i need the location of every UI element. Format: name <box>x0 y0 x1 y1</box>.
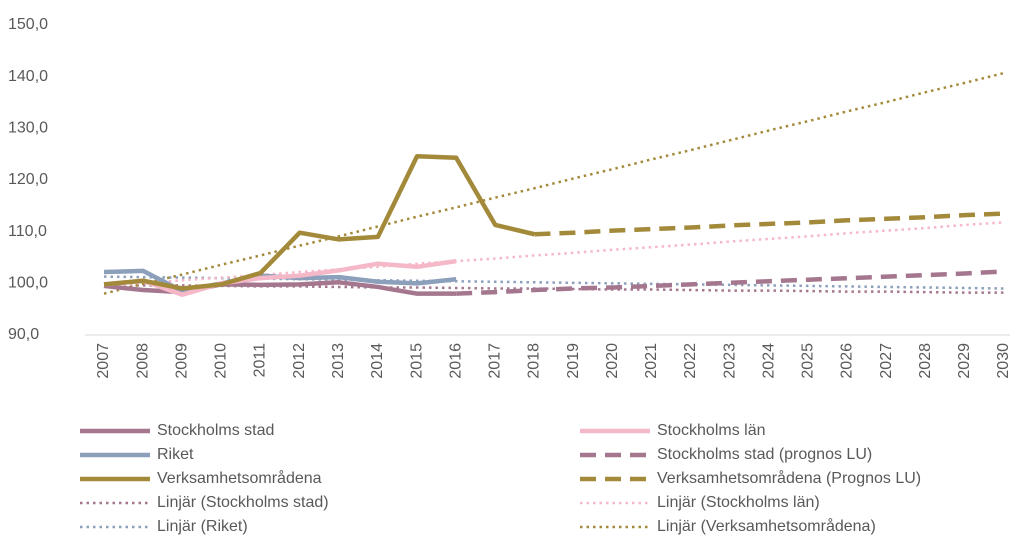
x-tick-label: 2024 <box>760 343 777 379</box>
legend-label: Linjär (Riket) <box>157 518 248 535</box>
series-line <box>103 258 457 297</box>
legend-label: Linjär (Verksamhetsområdena) <box>657 517 876 535</box>
x-tick-label: 2020 <box>604 343 621 379</box>
x-tick-label: 2030 <box>995 343 1011 379</box>
x-tick-label: 2007 <box>95 343 112 379</box>
legend-label: Verksamhetsområdena <box>157 469 322 487</box>
legend-label: Stockholms stad (prognos LU) <box>657 446 872 463</box>
x-tick-label: 2014 <box>369 343 386 379</box>
x-tick-label: 2021 <box>643 343 660 379</box>
x-tick-label: 2022 <box>682 343 699 379</box>
series-line <box>456 269 1005 296</box>
x-tick-label: 2009 <box>173 343 190 379</box>
x-tick-label: 2029 <box>956 343 973 379</box>
legend-label: Stockholms stad <box>157 422 274 439</box>
y-tick-label: 120,0 <box>8 171 48 188</box>
x-tick-label: 2027 <box>878 343 895 379</box>
x-tick-label: 2025 <box>800 343 817 379</box>
y-tick-label: 110,0 <box>8 223 47 240</box>
y-tick-label: 90,0 <box>8 326 39 343</box>
y-tick-label: 140,0 <box>8 68 48 85</box>
x-tick-label: 2016 <box>447 343 464 379</box>
series-line <box>103 71 1005 295</box>
x-tick-label: 2019 <box>565 343 582 379</box>
x-tick-label: 2012 <box>291 343 308 379</box>
series-line <box>534 211 1005 237</box>
x-tick-label: 2011 <box>252 343 269 378</box>
x-tick-label: 2028 <box>917 343 934 379</box>
y-tick-label: 130,0 <box>8 120 48 137</box>
y-tick-label: 100,0 <box>8 275 48 292</box>
x-tick-label: 2010 <box>213 343 230 379</box>
legend-label: Linjär (Stockholms län) <box>657 494 820 511</box>
x-tick-label: 2013 <box>330 343 347 379</box>
x-tick-label: 2018 <box>526 343 543 379</box>
x-tick-label: 2026 <box>839 343 856 379</box>
x-tick-label: 2015 <box>408 343 425 379</box>
x-tick-label: 2023 <box>721 343 738 379</box>
series-line <box>103 280 457 296</box>
legend-label: Verksamhetsområdena (Prognos LU) <box>657 469 921 487</box>
series-line <box>103 153 535 291</box>
y-tick-label: 150,0 <box>8 16 48 33</box>
legend-label: Riket <box>157 446 194 463</box>
legend-label: Stockholms län <box>657 422 766 439</box>
x-tick-label: 2008 <box>134 343 151 379</box>
x-tick-label: 2017 <box>487 343 504 379</box>
legend-label: Linjär (Stockholms stad) <box>157 494 329 511</box>
